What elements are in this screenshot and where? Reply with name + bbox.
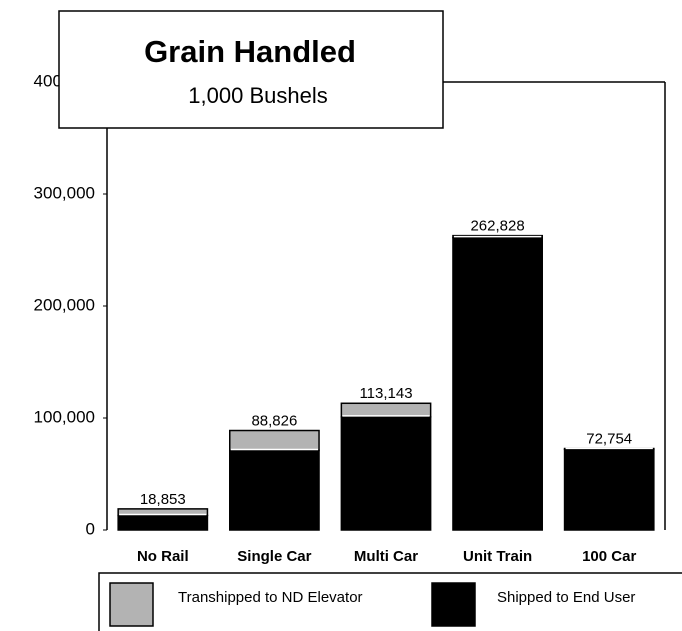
bar-segment <box>117 514 209 531</box>
x-tick-label: No Rail <box>137 548 189 565</box>
bar-segment <box>340 416 432 531</box>
bar-segment <box>229 449 320 531</box>
bar-segment <box>229 429 320 452</box>
x-tick-label: Unit Train <box>463 548 532 565</box>
legend-box <box>98 572 682 631</box>
bar-segment <box>563 448 655 531</box>
y-tick-label: 200,000 <box>34 295 95 314</box>
legend-swatch <box>431 582 476 627</box>
x-tick-label: Single Car <box>237 548 311 565</box>
bar-segment <box>117 508 209 517</box>
total-label: 72,754 <box>586 430 632 447</box>
chart-subtitle: 1,000 Bushels <box>188 83 327 108</box>
legend-swatch <box>109 582 154 627</box>
bar-segment <box>340 402 432 418</box>
total-label: 113,143 <box>359 385 412 402</box>
legend-label: Shipped to End User <box>497 589 635 606</box>
x-tick-label: 100 Car <box>582 548 636 565</box>
title-box <box>58 10 444 129</box>
total-label: 18,853 <box>140 491 186 508</box>
chart-title: Grain Handled <box>144 34 356 69</box>
y-tick-label: 300,000 <box>34 183 95 202</box>
total-label: 88,826 <box>251 412 297 429</box>
legend-label: Transhipped to ND Elevator <box>178 589 363 606</box>
bar-segment <box>452 236 543 531</box>
y-tick-label: 0 <box>86 519 95 538</box>
total-label: 262,828 <box>470 218 524 235</box>
y-tick-label: 100,000 <box>34 407 95 426</box>
x-tick-label: Multi Car <box>354 548 418 565</box>
